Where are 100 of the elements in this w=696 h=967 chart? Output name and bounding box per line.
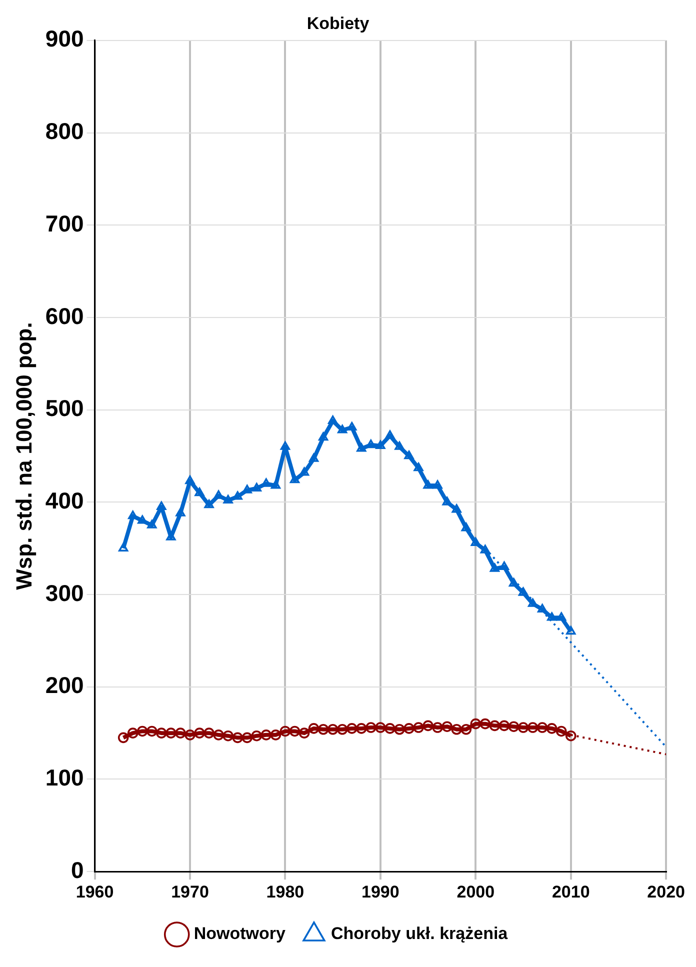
point xyxy=(289,726,300,737)
legend-label: Choroby ukł. krążenia xyxy=(330,924,508,944)
point xyxy=(222,730,234,742)
legend-label: Nowotwory xyxy=(194,924,286,944)
point xyxy=(136,726,148,737)
point xyxy=(232,732,244,744)
point xyxy=(499,561,510,570)
point xyxy=(394,724,405,735)
point xyxy=(518,587,528,596)
point xyxy=(508,578,519,587)
point xyxy=(518,722,529,733)
x-tick-label: 2000 xyxy=(456,882,495,902)
point xyxy=(470,537,480,546)
point xyxy=(185,476,195,484)
point xyxy=(270,480,280,489)
point xyxy=(422,720,434,732)
y-tick-label: 300 xyxy=(45,580,84,606)
y-tick-label: 200 xyxy=(45,672,84,698)
point xyxy=(308,453,319,462)
point xyxy=(223,494,233,504)
point xyxy=(138,515,148,524)
point xyxy=(480,544,490,554)
point xyxy=(280,726,291,737)
point xyxy=(527,722,538,733)
point xyxy=(156,728,167,738)
point xyxy=(385,430,395,439)
y-tick-label: 800 xyxy=(45,118,84,144)
y-tick-label: 900 xyxy=(45,26,84,52)
point xyxy=(327,724,338,735)
point xyxy=(156,501,166,510)
x-tick-label: 1960 xyxy=(76,882,114,902)
point xyxy=(566,626,576,635)
point xyxy=(347,422,357,431)
point xyxy=(194,728,205,738)
point xyxy=(565,730,576,742)
point xyxy=(414,462,424,472)
point xyxy=(442,496,452,506)
point xyxy=(546,723,558,734)
point xyxy=(480,718,491,730)
point xyxy=(270,730,282,740)
point xyxy=(280,441,290,450)
point xyxy=(290,474,300,484)
point xyxy=(260,730,272,740)
point xyxy=(328,416,338,424)
point xyxy=(318,724,329,735)
point xyxy=(556,612,566,621)
point xyxy=(128,510,138,520)
point xyxy=(394,441,404,450)
point xyxy=(451,724,462,735)
point xyxy=(242,732,253,744)
x-tick-label: 1990 xyxy=(362,882,400,902)
point xyxy=(251,730,262,742)
point xyxy=(204,500,214,508)
point xyxy=(232,491,242,500)
y-tick-label: 400 xyxy=(45,488,84,514)
point xyxy=(213,730,224,740)
point xyxy=(308,723,320,734)
y-tick-label: 600 xyxy=(45,302,84,329)
point xyxy=(336,724,348,735)
point xyxy=(366,722,376,733)
point xyxy=(194,488,204,496)
point xyxy=(432,480,442,489)
point xyxy=(338,424,348,434)
point xyxy=(242,484,252,494)
point xyxy=(298,728,310,738)
point xyxy=(118,542,128,552)
point xyxy=(375,722,386,733)
point xyxy=(147,520,157,528)
y-tick-label: 700 xyxy=(45,210,84,236)
point xyxy=(528,598,538,607)
point xyxy=(204,728,214,738)
point xyxy=(376,440,386,449)
point xyxy=(461,522,471,532)
point xyxy=(460,724,472,735)
point xyxy=(423,480,433,489)
point xyxy=(404,450,414,460)
y-tick-label: 0 xyxy=(70,856,84,883)
point xyxy=(432,722,443,733)
point xyxy=(252,482,262,492)
point xyxy=(356,443,366,452)
point xyxy=(413,722,424,733)
point xyxy=(318,432,328,441)
point xyxy=(470,718,482,730)
point xyxy=(442,721,452,732)
point xyxy=(538,604,548,612)
point xyxy=(508,721,520,732)
point xyxy=(184,730,196,740)
y-tick-label: 500 xyxy=(45,395,84,422)
point xyxy=(146,726,158,737)
point xyxy=(118,732,129,744)
point xyxy=(556,726,567,737)
point xyxy=(176,508,186,516)
chart-title: Kobiety xyxy=(306,14,370,33)
point xyxy=(127,728,138,738)
point xyxy=(489,720,500,732)
x-tick-label: 2010 xyxy=(552,882,590,902)
point xyxy=(404,723,414,734)
point xyxy=(498,720,510,732)
point xyxy=(175,728,186,738)
point xyxy=(452,504,462,513)
